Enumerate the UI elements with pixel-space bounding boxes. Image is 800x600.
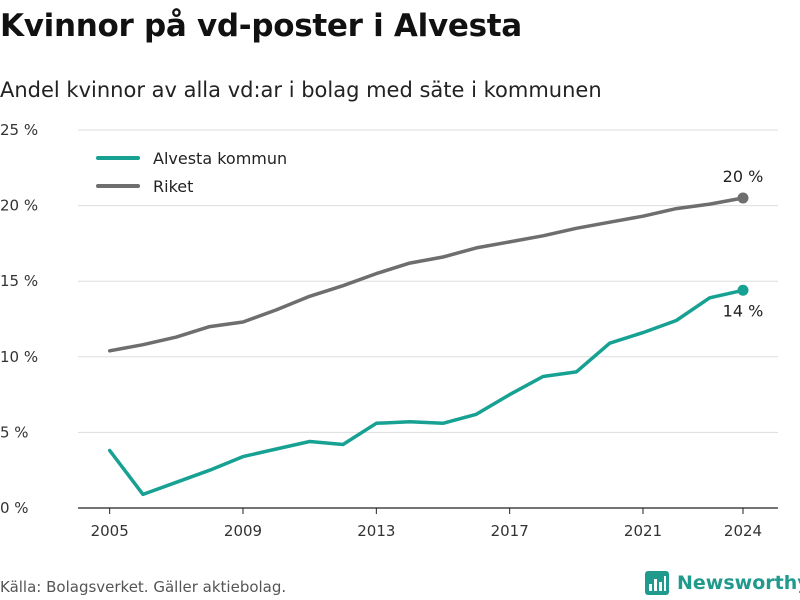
data-label-riket: 20 %: [723, 167, 764, 186]
legend: Alvesta kommun Riket: [96, 149, 287, 196]
x-axis-ticks: 2005 2009 2013 2017 2021 2024: [91, 508, 762, 540]
end-point-alvesta-kommun: [737, 284, 749, 296]
y-axis-ticks: 0 % 5 % 10 % 15 % 20 % 25 %: [0, 121, 38, 517]
y-tick-label: 15 %: [0, 272, 38, 290]
y-tick-label: 10 %: [0, 348, 38, 366]
brand-logo: Newsworthy: [645, 571, 800, 595]
x-tick-label: 2017: [491, 522, 529, 540]
x-tick-label: 2021: [624, 522, 662, 540]
y-tick-label: 20 %: [0, 197, 38, 215]
x-tick-label: 2013: [357, 522, 395, 540]
data-label-alvesta-kommun: 14 %: [723, 301, 764, 320]
series-line-riket: [107, 196, 745, 353]
brand-name: Newsworthy: [677, 572, 800, 594]
x-tick-label: 2005: [91, 522, 129, 540]
series-line-alvesta-kommun: [107, 288, 745, 497]
series-lines: [107, 192, 749, 497]
gridlines: [78, 129, 778, 509]
line-chart: 0 %5 %10 %15 %20 %25 % 2005 2009 2013 2017 2…: [0, 121, 778, 540]
y-tick-label: 0 %: [0, 499, 29, 517]
x-tick-label: 2024: [724, 522, 762, 540]
chart-title: Kvinnor på vd-poster i Alvesta: [0, 8, 522, 44]
y-tick-label: 25 %: [0, 121, 38, 139]
source-note: Källa: Bolagsverket. Gäller aktiebolag.: [0, 578, 287, 596]
x-tick-label: 2009: [224, 522, 262, 540]
y-tick-label: 5 %: [0, 423, 29, 441]
chart-subtitle: Andel kvinnor av alla vd:ar i bolag med …: [0, 78, 602, 102]
legend-label-riket: Riket: [153, 177, 193, 196]
legend-label-alvesta-kommun: Alvesta kommun: [153, 149, 287, 168]
end-point-riket: [737, 192, 749, 204]
data-labels: 14 % 20 %: [723, 167, 764, 320]
newsworthy-logo-icon: [645, 571, 669, 595]
